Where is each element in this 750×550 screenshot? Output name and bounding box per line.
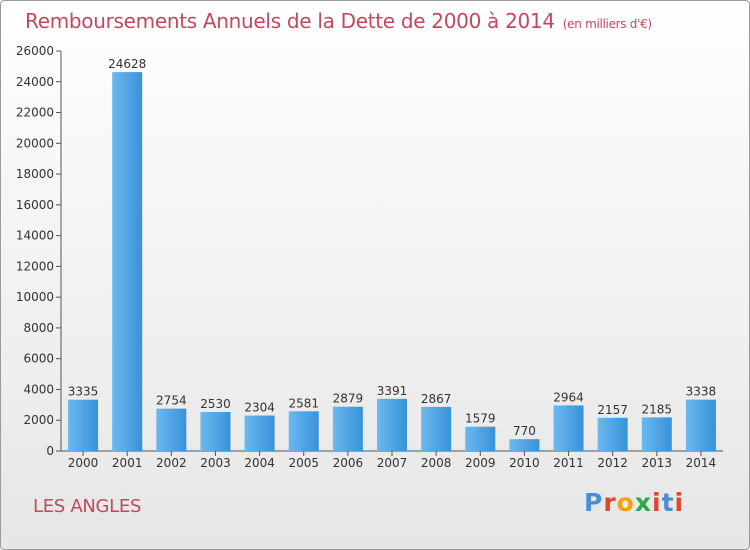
bar-2003 <box>200 412 231 451</box>
logo-letter: P <box>584 488 604 517</box>
x-tick-label: 2012 <box>597 456 628 470</box>
bar-value-label: 3335 <box>68 385 99 399</box>
bar-2010 <box>509 439 540 451</box>
logo-letter: i <box>674 488 685 517</box>
y-tick-label: 2000 <box>23 413 54 427</box>
bar-value-label: 2754 <box>156 394 187 408</box>
bar-value-label: 2530 <box>200 397 231 411</box>
bar-2002 <box>156 408 187 451</box>
bar-value-label: 2157 <box>597 403 628 417</box>
bar-2014 <box>685 399 716 451</box>
logo-letter: o <box>616 488 635 517</box>
bar-value-label: 2879 <box>333 392 364 406</box>
bar-2004 <box>244 415 275 451</box>
place-name: LES ANGLES <box>33 496 142 517</box>
y-tick-label: 18000 <box>16 167 54 181</box>
x-tick-label: 2001 <box>112 456 143 470</box>
chart-bars <box>68 72 716 451</box>
bar-value-label: 2867 <box>421 392 452 406</box>
x-tick-label: 2014 <box>686 456 717 470</box>
bar-2009 <box>465 426 496 451</box>
y-tick-label: 16000 <box>16 198 54 212</box>
x-tick-label: 2005 <box>288 456 319 470</box>
x-tick-label: 2003 <box>200 456 231 470</box>
bar-value-label: 24628 <box>108 57 146 71</box>
proxiti-logo: Proxiti <box>584 488 684 517</box>
x-tick-label: 2000 <box>68 456 99 470</box>
y-tick-label: 12000 <box>16 259 54 273</box>
bar-value-label: 2581 <box>288 396 319 410</box>
bar-2000 <box>68 399 99 451</box>
x-tick-label: 2011 <box>553 456 584 470</box>
y-tick-label: 0 <box>46 444 54 458</box>
y-tick-label: 10000 <box>16 290 54 304</box>
bar-2005 <box>288 411 319 451</box>
logo-letter: r <box>603 488 617 517</box>
logo-letter: x <box>634 488 652 517</box>
x-tick-label: 2006 <box>333 456 364 470</box>
bar-2011 <box>553 405 584 451</box>
y-tick-label: 26000 <box>16 44 54 58</box>
x-tick-label: 2013 <box>642 456 673 470</box>
bar-value-label: 770 <box>513 424 536 438</box>
y-tick-label: 24000 <box>16 75 54 89</box>
y-tick-label: 4000 <box>23 382 54 396</box>
y-tick-label: 6000 <box>23 352 54 366</box>
y-tick-label: 20000 <box>16 136 54 150</box>
chart-title-row: Remboursements Annuels de la Dette de 20… <box>25 9 652 33</box>
y-tick-label: 22000 <box>16 106 54 120</box>
bar-value-label: 2964 <box>553 390 584 404</box>
bar-value-label: 3391 <box>377 384 408 398</box>
x-tick-label: 2010 <box>509 456 540 470</box>
chart-subtitle: (en milliers d'€) <box>562 17 652 31</box>
logo-letter: t <box>661 488 675 517</box>
chart-value-labels: 3335 24628 2754 2530 2304 2581 2879 3391 2867 157… <box>68 57 716 438</box>
bar-2008 <box>421 406 452 451</box>
bar-2007 <box>377 398 407 451</box>
x-tick-label: 2002 <box>156 456 187 470</box>
bar-2006 <box>332 406 363 451</box>
x-tick-label: 2004 <box>244 456 275 470</box>
bar-2001 <box>112 72 143 451</box>
x-tick-label: 2008 <box>421 456 452 470</box>
chart-title: Remboursements Annuels de la Dette de 20… <box>25 9 555 33</box>
bar-value-label: 2185 <box>642 402 673 416</box>
bar-value-label: 1579 <box>465 412 496 426</box>
y-tick-label: 14000 <box>16 229 54 243</box>
bar-value-label: 3338 <box>686 385 717 399</box>
y-tick-label: 8000 <box>23 321 54 335</box>
bar-2013 <box>641 417 672 451</box>
bar-value-label: 2304 <box>244 401 275 415</box>
bar-2012 <box>597 417 628 451</box>
x-tick-label: 2007 <box>377 456 408 470</box>
logo-letter: i <box>652 488 662 517</box>
x-tick-label: 2009 <box>465 456 496 470</box>
chart-axes: 0 2000 4000 6000 8000 10000 12000 14000 16000 180… <box>16 44 723 470</box>
